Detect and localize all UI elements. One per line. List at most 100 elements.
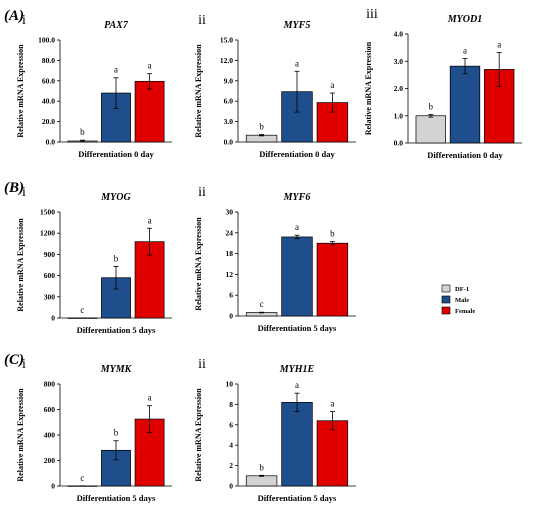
y-axis-label: Relative mRNA Expression [194, 217, 203, 311]
subpanel-label: i [22, 13, 26, 28]
y-tick-label: 0 [51, 482, 55, 491]
y-tick-label: 10 [226, 380, 234, 389]
significance-label: b [429, 101, 434, 111]
y-tick-label: 3.0 [224, 117, 234, 126]
chart-mymk: 0 200 400 600 800 c b a MYMK i Differentiation 5 d… [16, 357, 172, 503]
x-axis-label: Differentiation 0 day [78, 149, 154, 159]
significance-label: a [148, 393, 152, 403]
y-tick-label: 8 [229, 400, 233, 409]
y-tick-label: 400 [44, 431, 56, 440]
y-tick-label: 0 [229, 312, 233, 321]
y-axis-label: Relative mRNA Expression [194, 44, 203, 138]
significance-label: a [497, 40, 501, 50]
y-tick-label: 0 [51, 314, 55, 323]
panel-label-b: (B) [4, 180, 24, 196]
y-tick-label: 0 [229, 482, 233, 491]
bar-female [134, 80, 165, 143]
y-tick-label: 60.0 [42, 76, 55, 85]
y-tick-label: 2.0 [394, 84, 404, 93]
chart-pax7: 0.0 20.0 40.0 60.0 80.0 100.0 b a a PAX7 i Differen… [16, 13, 172, 159]
significance-label: b [114, 253, 119, 263]
y-axis-label: Relative mRNA Expression [16, 44, 25, 138]
y-tick-label: 0.0 [46, 138, 56, 147]
subpanel-label: ii [198, 13, 206, 28]
significance-label: b [330, 228, 335, 238]
bar-df-1 [245, 475, 278, 487]
legend-label-male: Male [455, 297, 469, 304]
bar-male [281, 402, 313, 487]
legend-swatch-df1 [441, 284, 451, 293]
significance-label: a [295, 380, 299, 390]
y-tick-label: 0.0 [224, 138, 234, 147]
y-tick-label: 200 [44, 456, 56, 465]
y-axis-label: Relative mRNA Expression [194, 388, 203, 482]
y-tick-label: 20.0 [42, 117, 55, 126]
gene-title: MYF5 [283, 20, 311, 31]
subpanel-label: i [22, 185, 26, 200]
gene-title: MYH1E [279, 364, 315, 375]
significance-label: a [330, 399, 334, 409]
subpanel-label: iii [366, 7, 378, 22]
bar-male [449, 65, 481, 144]
significance-label: b [259, 462, 264, 472]
bar-female [316, 420, 349, 487]
y-tick-label: 12.0 [220, 56, 233, 65]
y-tick-label: 1200 [40, 229, 55, 238]
bar-female [316, 242, 349, 317]
x-axis-label: Differentiation 5 days [77, 493, 156, 503]
gene-title: PAX7 [104, 20, 129, 31]
x-axis-label: Differentiation 5 days [258, 323, 337, 333]
y-tick-label: 30 [226, 208, 234, 217]
y-axis-label: Relative mRNA Expression [364, 41, 373, 135]
y-tick-label: 40.0 [42, 97, 55, 106]
significance-label: c [80, 473, 84, 483]
subpanel-label: i [22, 357, 26, 372]
y-tick-label: 900 [44, 250, 56, 259]
legend-swatch-male [441, 295, 451, 304]
legend-label-female: Female [455, 308, 475, 315]
x-axis-label: Differentiation 5 days [77, 325, 156, 335]
y-tick-label: 0.0 [394, 139, 404, 148]
x-axis-label: Differentiation 0 day [259, 149, 335, 159]
subpanel-label: ii [198, 357, 206, 372]
legend: DF-1 Male Female [441, 284, 475, 315]
y-tick-label: 15.0 [220, 36, 233, 45]
y-tick-label: 4 [229, 441, 233, 450]
significance-label: a [330, 80, 334, 90]
chart-myog: 0 300 600 900 1200 1500 c b a MYOG i Differentiatio… [16, 185, 172, 335]
significance-label: b [259, 122, 264, 132]
y-tick-label: 6 [229, 420, 233, 429]
y-tick-label: 9.0 [224, 76, 234, 85]
y-tick-label: 12 [226, 270, 234, 279]
y-tick-label: 2 [229, 461, 233, 470]
y-tick-label: 3.0 [394, 57, 404, 66]
legend-swatch-female [441, 306, 451, 315]
y-tick-label: 600 [44, 405, 56, 414]
chart-myh1e: 0 2 4 6 8 10 b a a MYH1E ii Differentiation 5 days R… [194, 357, 356, 503]
chart-myod1: 0.0 1.0 2.0 3.0 4.0 b a a MYOD1 iii Differentiatio… [364, 7, 522, 160]
significance-label: a [295, 222, 299, 232]
significance-label: a [463, 46, 467, 56]
chart-myf5: 0.0 3.0 6.0 9.0 12.0 15.0 b a a MYF5 ii Differentia… [194, 13, 356, 159]
gene-title: MYOG [100, 192, 131, 203]
significance-label: a [114, 65, 118, 75]
y-tick-label: 4.0 [394, 30, 404, 39]
chart-myf6: 0 6 12 18 24 30 c a b MYF6 ii Differentiation 5 day… [194, 185, 356, 333]
x-axis-label: Differentiation 5 days [258, 493, 337, 503]
y-tick-label: 1.0 [394, 111, 404, 120]
y-tick-label: 100.0 [38, 36, 55, 45]
panel-label-a: (A) [4, 8, 24, 24]
subpanel-label: ii [198, 185, 206, 200]
gene-title: MYF6 [283, 192, 311, 203]
panel-label-c: (C) [4, 352, 24, 368]
y-axis-label: Relative mRNA Expression [16, 388, 25, 482]
significance-label: b [114, 428, 119, 438]
significance-label: a [148, 215, 152, 225]
x-axis-label: Differentiation 0 day [427, 150, 503, 160]
y-tick-label: 6.0 [224, 97, 234, 106]
gene-title: MYOD1 [447, 14, 482, 25]
bar-df-1 [415, 115, 446, 144]
y-tick-label: 24 [226, 228, 234, 237]
significance-label: c [260, 299, 264, 309]
